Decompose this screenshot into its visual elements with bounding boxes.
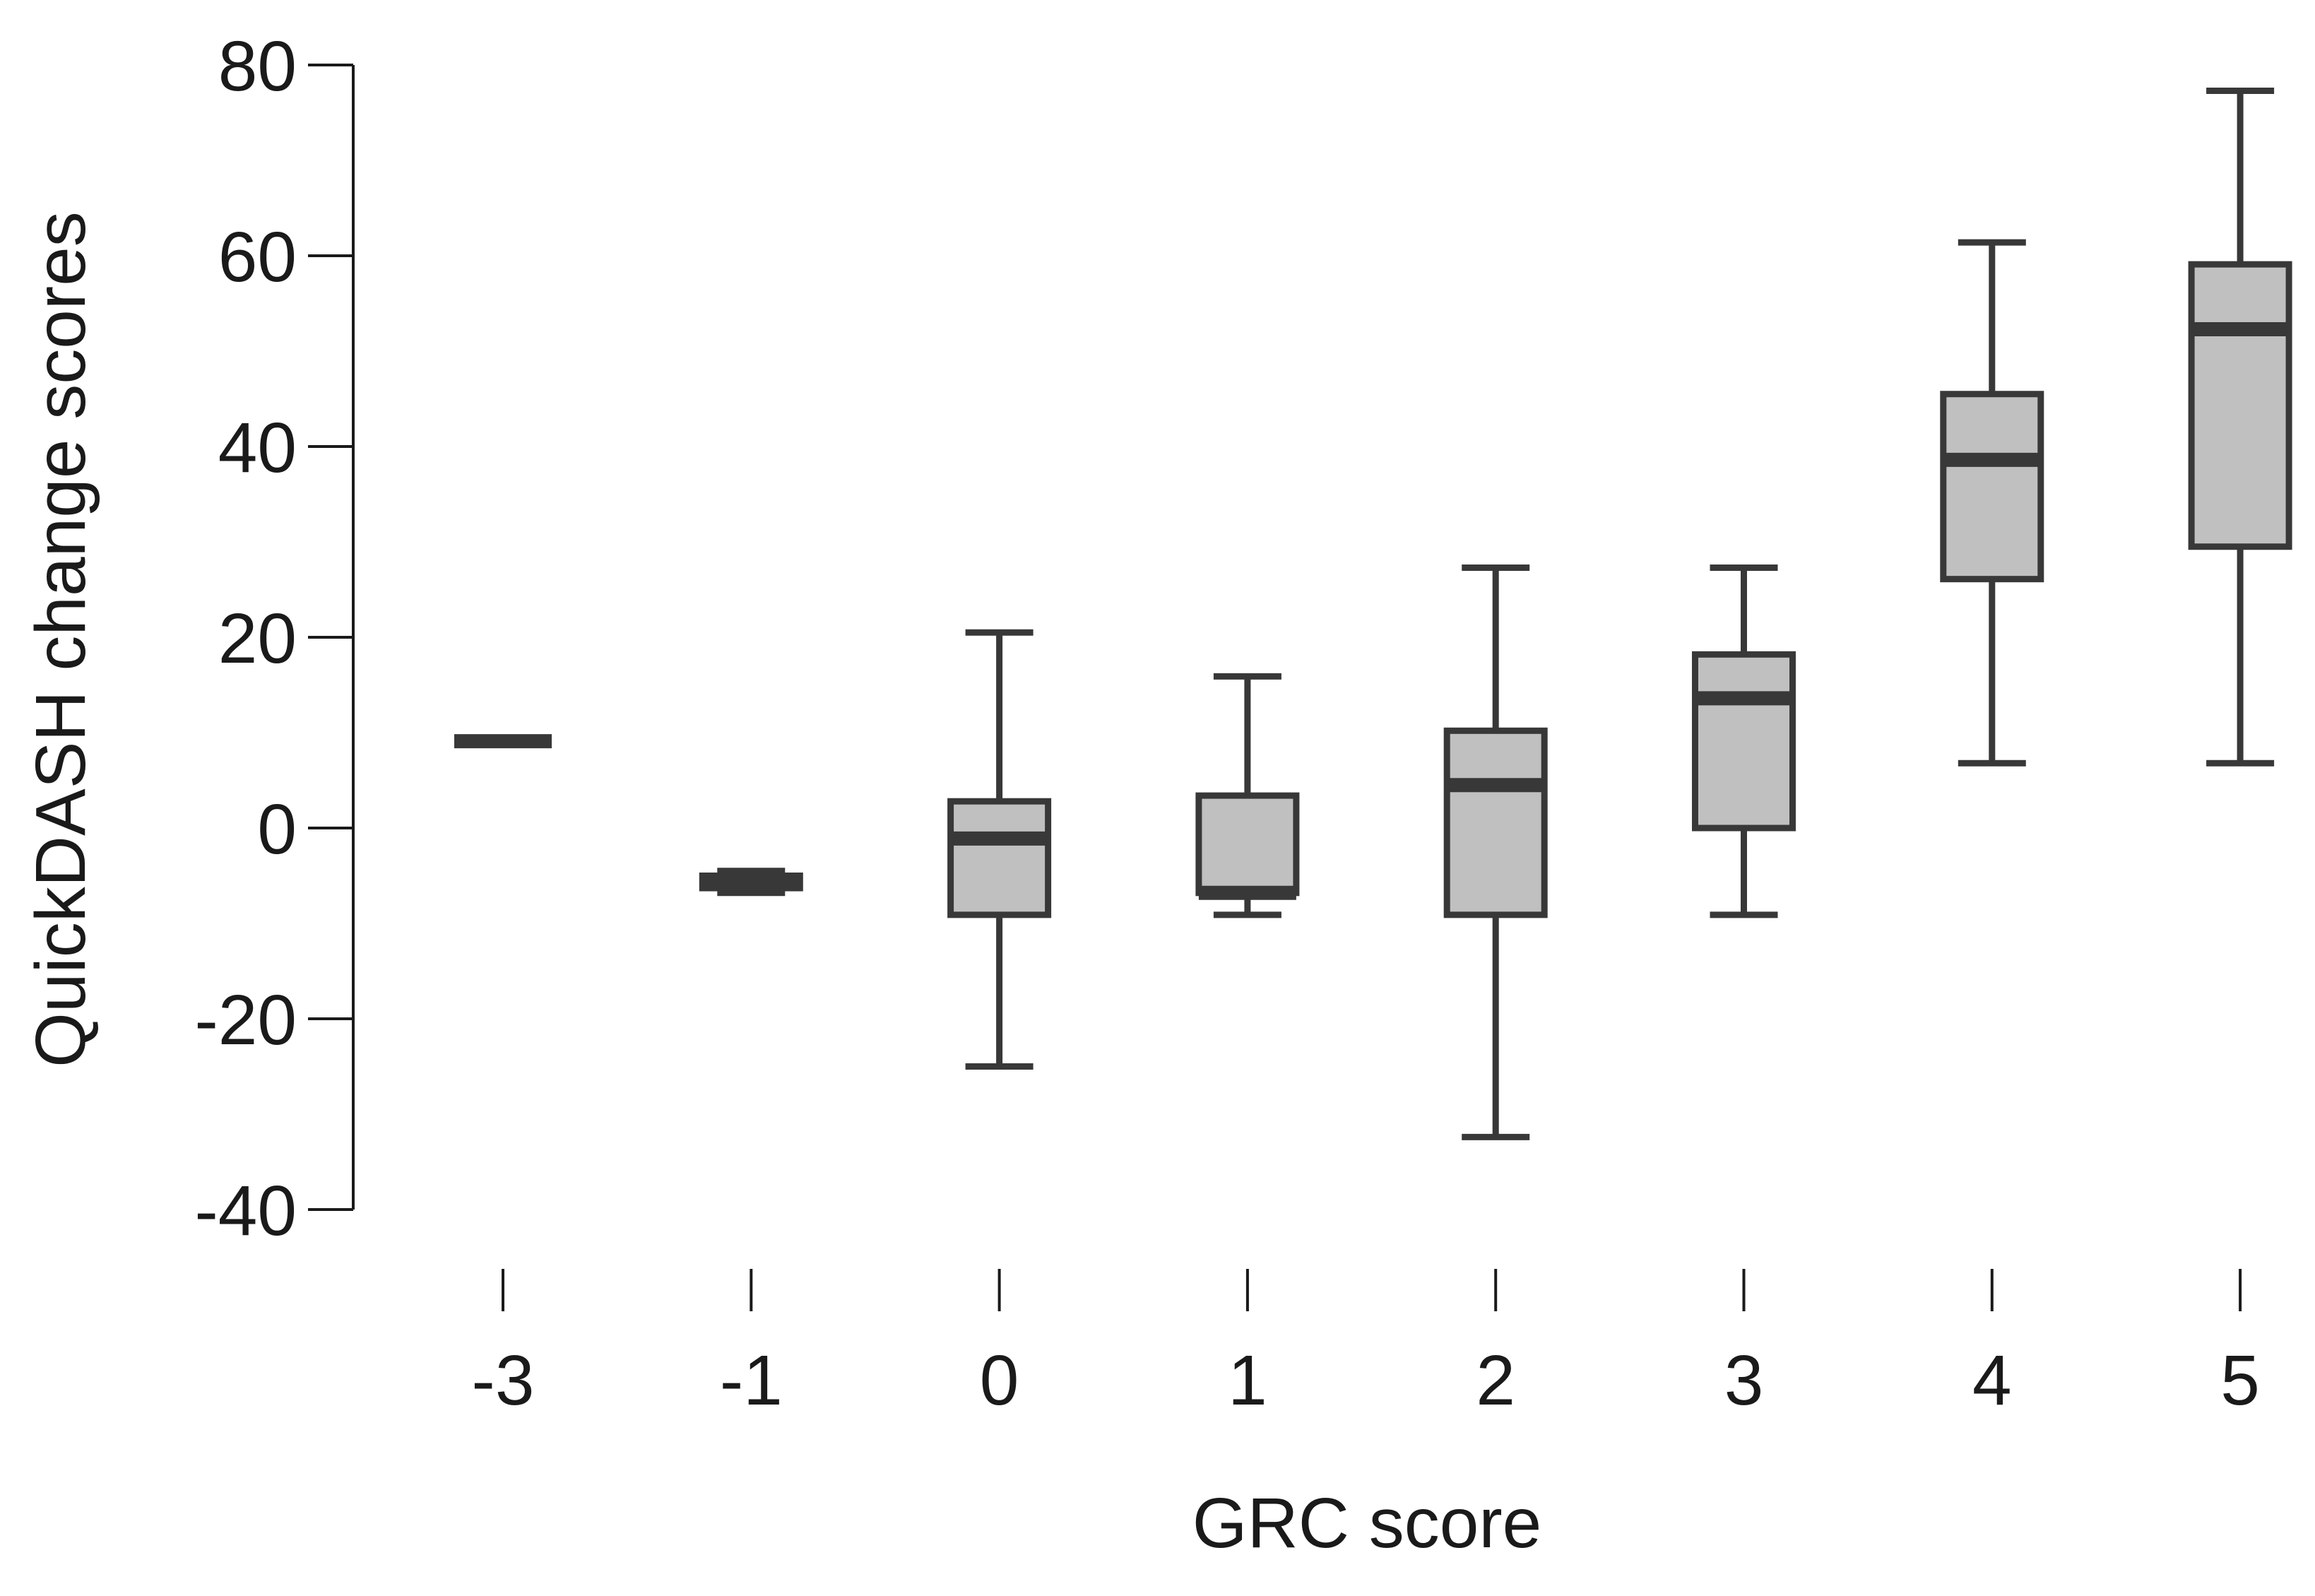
iqr-box xyxy=(1443,727,1548,918)
iqr-box xyxy=(1692,651,1796,832)
y-tick-label: 0 xyxy=(257,790,297,869)
iqr-box xyxy=(1195,792,1300,897)
x-tick-label: -3 xyxy=(472,1341,535,1420)
box-2 xyxy=(1443,564,1548,1140)
x-tick-label: 3 xyxy=(1724,1341,1764,1420)
x-tick-label: 5 xyxy=(2220,1341,2260,1420)
box-4 xyxy=(1940,239,2044,767)
x-tick-label: 1 xyxy=(1228,1341,1267,1420)
y-tick-label: 40 xyxy=(218,408,297,487)
box-0 xyxy=(947,629,1052,1070)
x-tick-label: 0 xyxy=(980,1341,1019,1420)
x-tick-label: 4 xyxy=(1972,1341,2012,1420)
x-axis-title: GRC score xyxy=(1192,1484,1542,1563)
box-1 xyxy=(1195,673,1300,918)
x-tick-label: -1 xyxy=(720,1341,783,1420)
y-tick-label: 60 xyxy=(218,218,297,297)
y-axis-title: QuickDASH change scores xyxy=(21,211,100,1068)
box-3 xyxy=(1692,564,1796,918)
y-tick-label: -20 xyxy=(194,981,297,1060)
y-tick-label: 80 xyxy=(218,27,297,106)
boxes-group xyxy=(454,87,2292,1140)
box-5 xyxy=(2188,87,2292,767)
y-tick-label: 20 xyxy=(218,599,297,678)
iqr-box xyxy=(947,798,1052,918)
iqr-box xyxy=(1940,391,2044,583)
y-axis: 80 60 40 20 0 -20 -40 xyxy=(194,27,355,1251)
x-axis: -3 -1 0 1 2 3 4 5 xyxy=(472,1269,2260,1420)
iqr-box xyxy=(2188,261,2292,550)
box--1 xyxy=(699,868,803,897)
x-tick-label: 2 xyxy=(1476,1341,1515,1420)
y-tick-label: -40 xyxy=(194,1171,297,1251)
